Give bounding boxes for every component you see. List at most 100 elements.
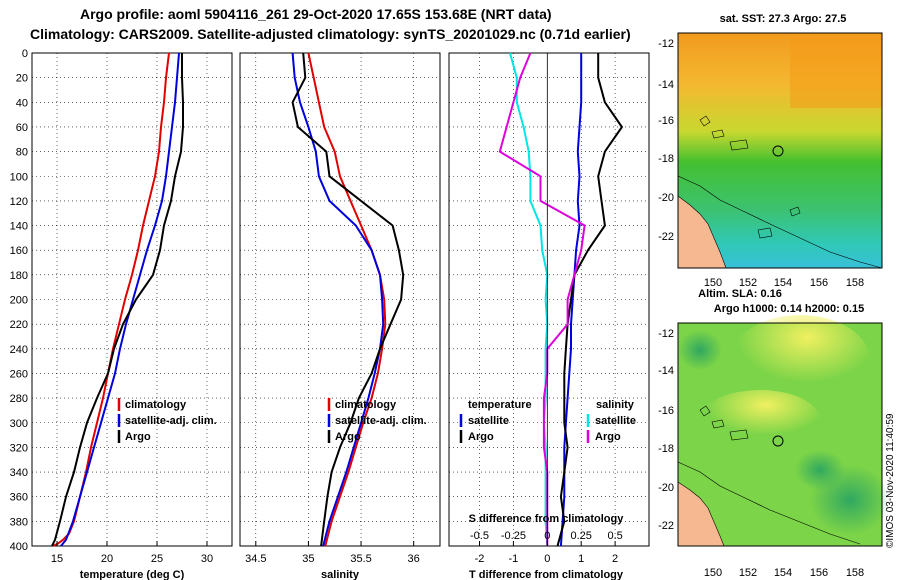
x-tick-label: 35 (302, 553, 314, 565)
difference-series (498, 52, 623, 547)
legend-label-climatology: climatology (125, 399, 187, 411)
legend-label-argo: Argo (335, 431, 361, 443)
series-line-temperature-satellite (559, 53, 583, 547)
sst-lat-tick: -12 (658, 38, 674, 50)
depth-tick-label: 80 (16, 147, 28, 159)
difference-xlabel: T difference from climatology (469, 569, 624, 580)
sst-lon-tick: 158 (846, 277, 864, 289)
sla-high-patch (700, 390, 820, 450)
difference-x-ticks: -2 -1 0 1 2 (475, 541, 618, 565)
depth-tick-label: 40 (16, 97, 28, 109)
sla-map: Altim. SLA: 0.16 Argo h1000: 0.14 h2000:… (658, 288, 890, 579)
legend-label-s-argo: Argo (595, 431, 621, 443)
sst-map-frame (677, 32, 883, 269)
x-tick-label: 35.5 (350, 553, 371, 565)
series-line-satellite-adj-clim- (291, 52, 385, 547)
depth-tick-label: 0 (22, 48, 28, 60)
x-tick-label: 34.5 (245, 553, 266, 565)
sla-lon-tick: 154 (774, 567, 792, 579)
depth-tick-label: 20 (16, 73, 28, 85)
x-tick-label: -2 (475, 553, 485, 565)
salinity-legend: climatology satellite-adj. clim. Argo (327, 398, 427, 443)
top-tick-label: -0.5 (470, 530, 489, 542)
sla-lat-tick: -12 (658, 328, 674, 340)
sst-lat-tick: -14 (658, 79, 674, 91)
sst-lat-tick: -22 (658, 231, 674, 243)
difference-panel: -2 -1 0 1 2 -0.5 -0.25 0 0.25 0.5 S difference f… (448, 52, 650, 580)
sla-lat-tick: -14 (658, 365, 674, 377)
series-line-climatology (307, 52, 387, 547)
top-tick-label: 0 (544, 530, 550, 542)
temperature-xlabel: temperature (deg C) (80, 569, 185, 580)
sla-lon-tick: 158 (846, 567, 864, 579)
depth-tick-label: 400 (10, 541, 28, 553)
legend-label-t-argo: Argo (468, 431, 494, 443)
x-tick-label: 2 (612, 553, 618, 565)
depth-axis: 0 20 40 60 80 100 120 140 160 180 200 220 240 260 280 3… (10, 48, 28, 553)
temperature-legend: climatology satellite-adj. clim. Argo (117, 398, 217, 443)
difference-grid (449, 52, 649, 547)
depth-tick-label: 100 (10, 171, 28, 183)
sst-warm-patch (790, 33, 882, 108)
temperature-x-ticks: 15 20 25 30 (51, 541, 213, 565)
sla-low-patch (795, 450, 845, 490)
depth-tick-label: 60 (16, 122, 28, 134)
sst-lon-tick: 154 (774, 277, 792, 289)
depth-tick-label: 360 (10, 492, 28, 504)
depth-tick-label: 240 (10, 344, 28, 356)
sst-map-title: sat. SST: 27.3 Argo: 27.5 (720, 13, 847, 25)
sst-lat-tick: -16 (658, 115, 674, 127)
x-tick-label: 30 (201, 553, 213, 565)
salinity-panel: 34.5 35 35.5 36 salinity (239, 52, 441, 580)
sst-lat-ticks: -12 -14 -16 -18 -20 -22 (658, 38, 674, 243)
sla-lon-tick: 150 (704, 567, 722, 579)
argo-float-marker (772, 435, 784, 447)
x-tick-label: 36 (408, 553, 420, 565)
legend-title-temperature: temperature (468, 399, 532, 411)
legend-title-salinity: salinity (596, 399, 635, 411)
argo-float-marker (772, 145, 784, 157)
series-line-temperature-argo (556, 53, 623, 547)
depth-tick-label: 340 (10, 467, 28, 479)
sla-high-patch (730, 315, 870, 405)
sla-map-frame (677, 322, 883, 547)
depth-tick-label: 320 (10, 442, 28, 454)
salinity-x-ticks: 34.5 35 35.5 36 (245, 541, 420, 565)
sla-low-patch (678, 330, 722, 370)
legend-label-satellite: satellite-adj. clim. (335, 415, 427, 427)
depth-tick-label: 140 (10, 221, 28, 233)
x-tick-label: 1 (578, 553, 584, 565)
difference-top-ticks: -0.5 -0.25 0 0.25 0.5 (470, 530, 623, 542)
sla-lat-ticks: -12 -14 -16 -18 -20 -22 (658, 328, 674, 532)
figure-title-line2: Climatology: CARS2009. Satellite-adjuste… (30, 26, 631, 42)
sst-lon-tick: 150 (704, 277, 722, 289)
figure-title-line1: Argo profile: aoml 5904116_261 29-Oct-20… (80, 6, 552, 22)
top-tick-label: 0.25 (570, 530, 591, 542)
legend-label-satellite: satellite-adj. clim. (125, 415, 217, 427)
legend-label-argo: Argo (125, 431, 151, 443)
sla-lat-tick: -20 (658, 482, 674, 494)
temperature-panel: 15 20 25 30 temperature (deg C) (31, 52, 233, 580)
depth-tick-label: 200 (10, 295, 28, 307)
x-tick-label: 25 (151, 553, 163, 565)
sla-lon-tick: 156 (810, 567, 828, 579)
depth-tick-label: 160 (10, 245, 28, 257)
top-tick-label: 0.5 (607, 530, 622, 542)
sst-map: sat. SST: 27.3 Argo: 27.5 -12 -14 -16 -1… (658, 13, 883, 289)
x-tick-label: 0 (544, 553, 550, 565)
sst-reef-outline (699, 115, 801, 239)
top-tick-label: -0.25 (501, 530, 526, 542)
sla-lon-ticks: 150 152 154 156 158 (704, 567, 864, 579)
sla-map-title-1: Altim. SLA: 0.16 (698, 288, 782, 300)
salinity-xlabel: salinity (321, 569, 360, 580)
sla-lat-tick: -22 (658, 520, 674, 532)
depth-tick-label: 280 (10, 393, 28, 405)
x-tick-label: -1 (509, 553, 519, 565)
sst-lat-tick: -20 (658, 192, 674, 204)
depth-tick-label: 300 (10, 418, 28, 430)
series-line-argo (51, 53, 184, 547)
legend-label-s-satellite: satellite (595, 415, 636, 427)
series-line-argo (291, 52, 405, 547)
depth-tick-label: 220 (10, 319, 28, 331)
credit-stamp: ©IMOS 03-Nov-2020 11:40:59 (885, 413, 896, 548)
